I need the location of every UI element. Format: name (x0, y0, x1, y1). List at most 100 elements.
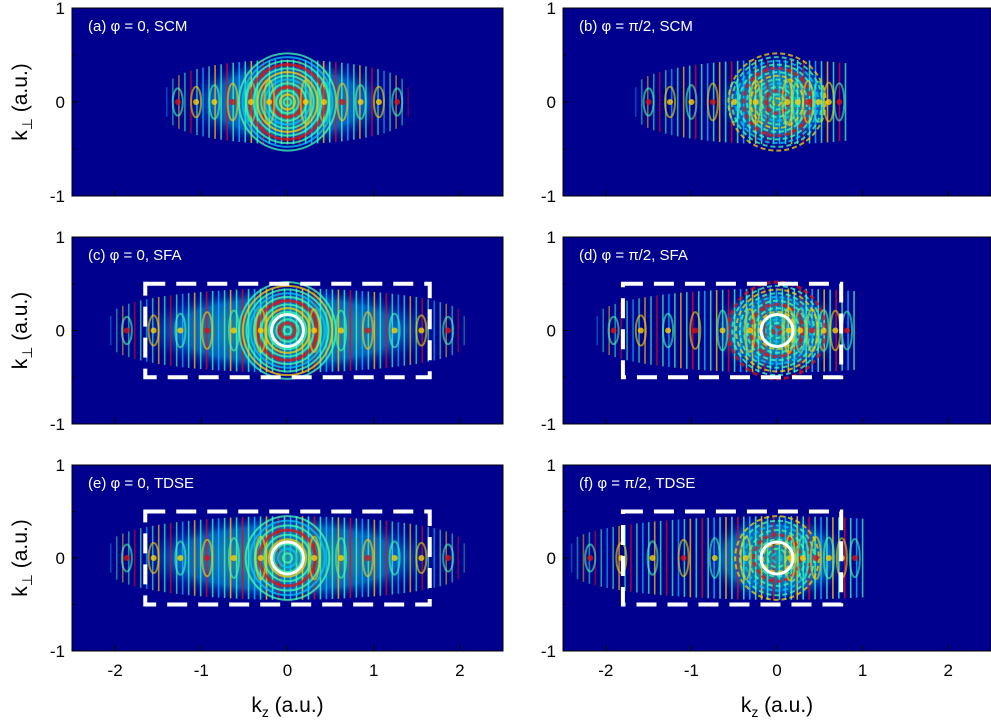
ring (771, 325, 783, 336)
lobe (689, 311, 702, 350)
lobe (201, 311, 214, 350)
lobe-peak (257, 555, 264, 561)
lobe (685, 84, 698, 120)
ring (271, 85, 304, 119)
y-tick-label: 0 (56, 549, 65, 568)
panel-label: (b) φ = π/2, SCM (579, 18, 693, 35)
lobe-peak (836, 99, 843, 105)
y-tick-label: 1 (56, 0, 65, 18)
y-tick-label: -1 (50, 187, 65, 206)
ring (279, 93, 296, 111)
axis-labels: k⊥ (a.u.) k⊥ (a.u.) k⊥ (a.u.) kz (a.u.) kz (… (9, 63, 813, 720)
ring (275, 89, 300, 115)
ring (272, 543, 303, 573)
lobe (783, 534, 796, 582)
lobe-peak (394, 99, 401, 105)
lobe-peak (391, 555, 398, 561)
white-circle (759, 313, 795, 348)
lobe-peak (311, 327, 318, 334)
lobe-peak (711, 555, 718, 561)
lobe (254, 307, 267, 354)
y-axis-label: k⊥ (a.u.) (9, 63, 35, 141)
lobe (584, 543, 597, 573)
y-tick-label: 1 (547, 228, 556, 247)
panel-d: (d) φ = π/2, SFA -1 0 1 (541, 228, 991, 434)
x-tick-label: -1 (684, 661, 699, 680)
lobe (308, 307, 321, 354)
spectrum (166, 52, 409, 152)
lobe-peak (805, 99, 812, 105)
lobe-peak (680, 555, 687, 561)
lobe-peak (809, 327, 816, 334)
lobe (335, 309, 348, 352)
x-tick-label: 2 (943, 661, 952, 680)
ring (241, 56, 334, 148)
y-tick-label: -1 (541, 642, 556, 661)
lobe (716, 309, 729, 352)
dashed-box (620, 281, 844, 380)
ring (267, 538, 308, 578)
lobe-peak (851, 555, 858, 561)
ring (249, 292, 326, 369)
lobe-peak (311, 555, 318, 561)
y-tick-label: -1 (50, 642, 65, 661)
lobe-peak (391, 327, 398, 334)
lobe-peak (418, 327, 425, 334)
x-tick-label: 2 (455, 661, 464, 680)
y-axis-label: k⊥ (a.u.) (9, 292, 35, 370)
lobe-peak (204, 555, 211, 561)
lobe (794, 307, 807, 354)
lobe (174, 540, 187, 576)
white-circle (270, 313, 305, 348)
lobe-peak (230, 327, 237, 334)
ring (260, 74, 315, 130)
lobe-peak (375, 99, 382, 105)
y-tick-label: 1 (547, 456, 556, 475)
y-tick-label: 0 (547, 322, 556, 341)
ring (267, 310, 308, 351)
dashed-box (620, 509, 844, 607)
ring (275, 318, 300, 343)
lobe (607, 315, 620, 346)
lobe-peak (587, 555, 594, 561)
x-tick-label: 1 (369, 661, 378, 680)
lobe (190, 85, 203, 119)
panel-e: (e) φ = 0, TDSE -1 0 1 -2 -1 0 1 2 (50, 456, 504, 680)
spectrum (109, 281, 466, 380)
x-axis-label: kz (a.u.) (741, 694, 813, 720)
lobe-peak (665, 327, 672, 334)
lobe-peak (338, 327, 345, 334)
lobe (120, 543, 133, 573)
lobe-peak (667, 99, 673, 105)
panel-label: (e) φ = 0, TDSE (88, 475, 194, 492)
lobe-peak (815, 99, 822, 105)
spectrum (109, 511, 466, 605)
lobe-peak (177, 555, 184, 561)
lobe (388, 540, 401, 576)
x-tick-label: 0 (772, 661, 781, 680)
lobe-peak (123, 327, 130, 334)
lobe (642, 87, 655, 117)
lobe-peak (321, 99, 328, 105)
spectrum (570, 511, 864, 605)
lobe (354, 84, 367, 120)
lobe (174, 312, 187, 349)
y-tick-label: -1 (50, 415, 65, 434)
panel-b: (b) φ = π/2, SCM -1 0 1 (541, 0, 991, 206)
lobe (739, 535, 752, 581)
lobe (208, 84, 221, 120)
lobe-peak (709, 99, 716, 105)
lobe (171, 87, 184, 117)
lobe-peak (825, 99, 832, 105)
y-axis-label: k⊥ (a.u.) (9, 519, 35, 597)
lobe-peak (445, 327, 452, 334)
lobe (646, 540, 659, 576)
panel-a: (a) φ = 0, SCM -1 0 1 (50, 0, 504, 206)
y-tick-label: -1 (541, 187, 556, 206)
lobe (817, 309, 830, 352)
ring (256, 71, 319, 133)
lobe-peak (719, 327, 726, 334)
lobe-peak (799, 555, 806, 561)
lobe (634, 314, 647, 347)
lobe-peak (123, 555, 130, 561)
